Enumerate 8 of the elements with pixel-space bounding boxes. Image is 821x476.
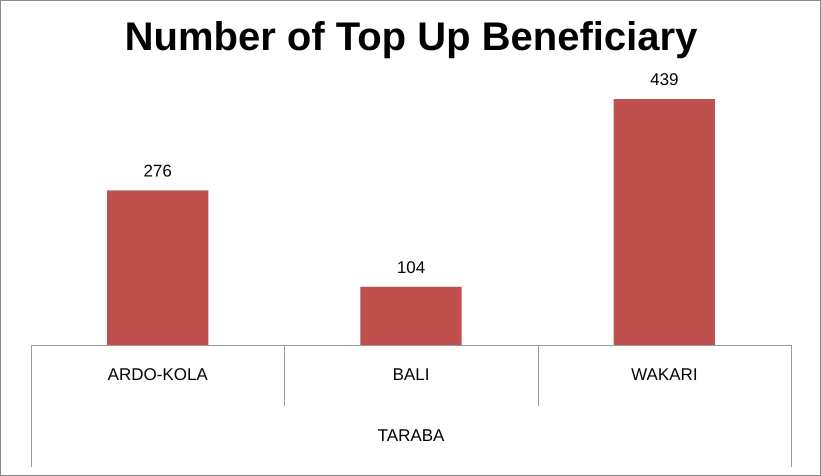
x-tick-label: BALI: [392, 365, 430, 384]
x-tick-label: WAKARI: [631, 365, 698, 384]
chart-title: Number of Top Up Beneficiary: [124, 15, 698, 60]
data-label: 439: [650, 70, 679, 90]
data-label: 276: [143, 162, 172, 181]
x-tick-label: ARDO-KOLA: [108, 365, 208, 384]
data-label: 104: [396, 258, 426, 277]
x-axis-title: TARABA: [378, 426, 446, 446]
